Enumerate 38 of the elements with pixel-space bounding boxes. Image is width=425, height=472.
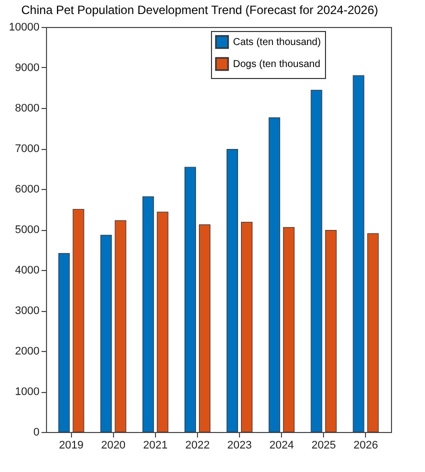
bar (198, 224, 210, 432)
bar (142, 196, 154, 432)
bar (367, 233, 379, 432)
x-tick-label: 2023 (227, 440, 252, 452)
bar (72, 208, 84, 432)
y-tick-label: 0 (33, 426, 40, 438)
bar (283, 227, 295, 432)
x-tick-label: 2020 (101, 440, 126, 452)
y-tick-label: 9000 (15, 62, 40, 74)
y-tick-label: 3000 (15, 305, 40, 317)
y-tick-label: 1000 (15, 386, 40, 398)
bar (100, 234, 112, 432)
x-tick-label: 2024 (269, 440, 294, 452)
y-tick-label: 10000 (8, 22, 40, 34)
bar (310, 90, 322, 432)
y-tick-label: 7000 (15, 143, 40, 155)
bar (58, 253, 70, 432)
bar (241, 222, 252, 432)
bar (156, 212, 168, 432)
bar (226, 149, 238, 432)
y-tick-label: 5000 (15, 224, 40, 236)
y-tick-label: 8000 (15, 102, 40, 114)
bar (114, 220, 126, 432)
x-tick-label: 2019 (59, 440, 84, 452)
x-tick-label: 2022 (185, 440, 210, 452)
bar (325, 230, 337, 432)
bar (184, 166, 196, 432)
legend-label: Cats (ten thousand) (233, 37, 321, 48)
y-tick-label: 4000 (15, 264, 40, 276)
chart-title: China Pet Population Development Trend (Forecast for 2024-2026) (21, 3, 378, 17)
y-tick-label: 6000 (15, 184, 40, 196)
x-tick-label: 2025 (311, 440, 336, 452)
legend-label: Dogs (ten thousand (233, 59, 320, 70)
bar (268, 117, 280, 432)
bar (352, 75, 364, 432)
y-tick-label: 2000 (15, 346, 40, 358)
x-tick-label: 2021 (143, 440, 168, 452)
x-tick-label: 2026 (354, 440, 378, 452)
